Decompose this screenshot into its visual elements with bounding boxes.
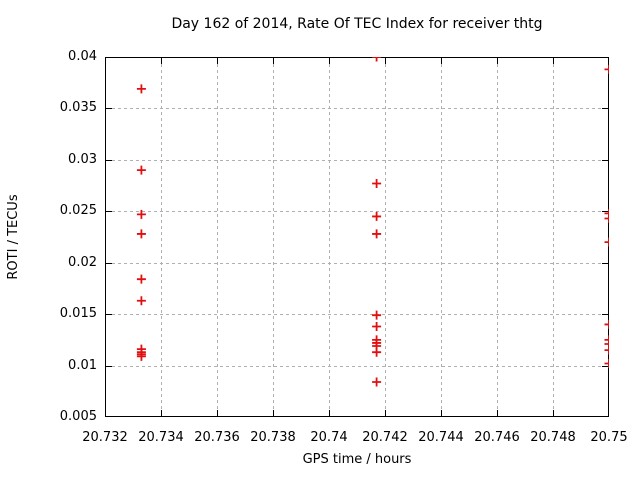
- data-point: [136, 351, 146, 361]
- y-tick-label: 0.04: [68, 49, 97, 64]
- plot-area: [105, 57, 609, 417]
- data-point: [604, 359, 609, 369]
- y-tick-label: 0.015: [59, 306, 97, 322]
- data-point: [604, 319, 609, 329]
- data-point: [604, 339, 609, 349]
- data-point: [604, 345, 609, 355]
- chart-title: Day 162 of 2014, Rate Of TEC Index for r…: [171, 16, 543, 32]
- data-point: [372, 179, 382, 189]
- data-point: [136, 165, 146, 175]
- data-point: [136, 274, 146, 284]
- x-tick-label: 20.74: [310, 430, 348, 445]
- x-tick-label: 20.746: [474, 430, 520, 445]
- y-tick-label: 0.005: [59, 409, 97, 424]
- y-tick-label: 0.02: [68, 254, 97, 270]
- x-tick-label: 20.734: [138, 430, 184, 445]
- x-tick-label: 20.742: [362, 430, 408, 445]
- data-point: [372, 211, 382, 221]
- data-point: [136, 209, 146, 219]
- data-point: [136, 296, 146, 306]
- data-point: [372, 321, 382, 331]
- data-point: [604, 335, 609, 345]
- data-point: [136, 84, 146, 94]
- data-point: [604, 64, 609, 74]
- y-tick-label: 0.03: [68, 151, 97, 167]
- x-tick-label: 20.732: [82, 430, 128, 445]
- data-point: [372, 229, 382, 239]
- data-point: [372, 347, 382, 357]
- x-tick-label: 20.748: [530, 430, 576, 445]
- y-tick-label: 0.025: [59, 203, 97, 219]
- data-point: [604, 208, 609, 218]
- x-tick-label: 20.744: [418, 430, 464, 445]
- x-tick-label: 20.75: [590, 430, 628, 445]
- x-axis-label: GPS time / hours: [302, 452, 412, 467]
- data-point: [604, 237, 609, 247]
- y-axis-label: ROTI / TECUs: [6, 194, 21, 280]
- data-point: [372, 57, 382, 62]
- data-point: [372, 310, 382, 320]
- x-tick-label: 20.736: [194, 430, 240, 445]
- y-tick-label: 0.01: [68, 357, 97, 373]
- y-tick-label: 0.035: [59, 100, 97, 116]
- data-point: [136, 229, 146, 239]
- data-point: [372, 377, 382, 387]
- data-point: [604, 213, 609, 223]
- data-points: [136, 57, 609, 387]
- x-tick-label: 20.738: [250, 430, 296, 445]
